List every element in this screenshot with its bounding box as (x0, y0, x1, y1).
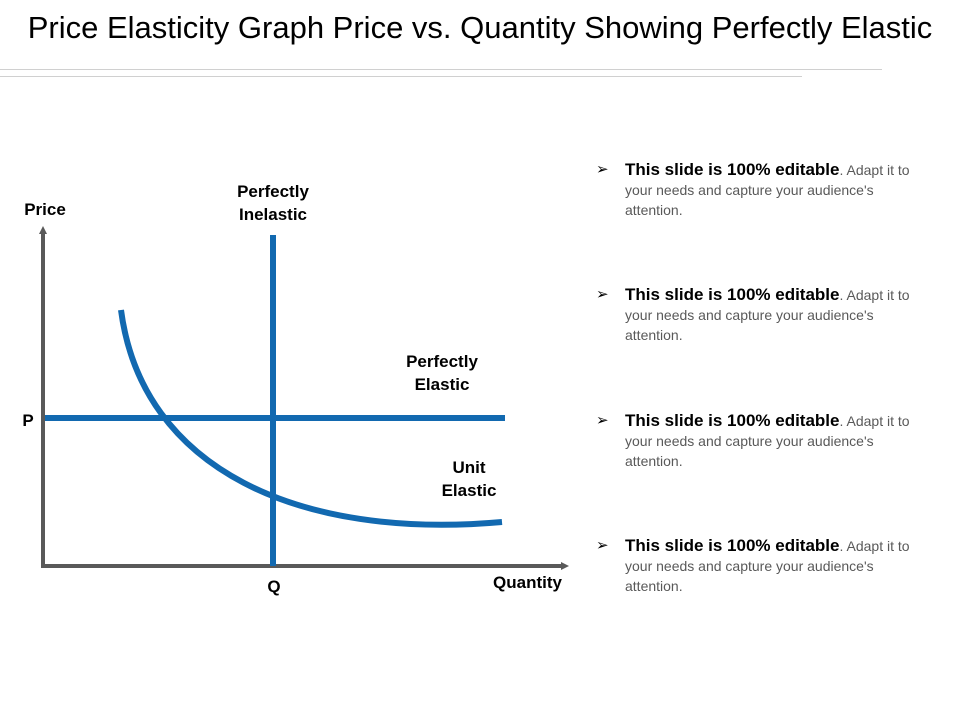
list-item: ➢ This slide is 100% editable. Adapt it … (596, 160, 928, 220)
title-divider-lower (0, 76, 802, 77)
list-item: ➢ This slide is 100% editable. Adapt it … (596, 285, 928, 345)
y-axis-label: Price (24, 200, 66, 219)
quantity-point-label: Q (267, 577, 281, 596)
perfectly-elastic-label: Perfectly Elastic (406, 352, 478, 394)
bullet-headline: This slide is 100% editable (625, 285, 840, 304)
arrow-bullet-icon: ➢ (596, 286, 609, 303)
slide-title: Price Elasticity Graph Price vs. Quantit… (27, 10, 933, 45)
arrow-bullet-icon: ➢ (596, 412, 609, 429)
x-axis-label: Quantity (493, 573, 562, 592)
unit-elastic-label: Unit Elastic (441, 458, 497, 500)
title-divider-upper (0, 69, 882, 70)
unit-elastic-curve (118, 309, 503, 528)
arrow-bullet-icon: ➢ (596, 537, 609, 554)
bullet-headline: This slide is 100% editable (625, 160, 840, 179)
bullet-headline: This slide is 100% editable (625, 536, 840, 555)
arrow-bullet-icon: ➢ (596, 161, 609, 178)
bullet-body: . Adapt it to your needs and capture you… (625, 287, 910, 343)
bullet-body: . Adapt it to your needs and capture you… (625, 162, 910, 218)
perfectly-inelastic-label: Perfectly Inelastic (237, 182, 309, 224)
list-item: ➢ This slide is 100% editable. Adapt it … (596, 536, 928, 596)
bullet-body: . Adapt it to your needs and capture you… (625, 413, 910, 469)
bullet-headline: This slide is 100% editable (625, 411, 840, 430)
price-point-label: P (22, 411, 34, 430)
list-item: ➢ This slide is 100% editable. Adapt it … (596, 411, 928, 471)
bullet-body: . Adapt it to your needs and capture you… (625, 538, 910, 594)
